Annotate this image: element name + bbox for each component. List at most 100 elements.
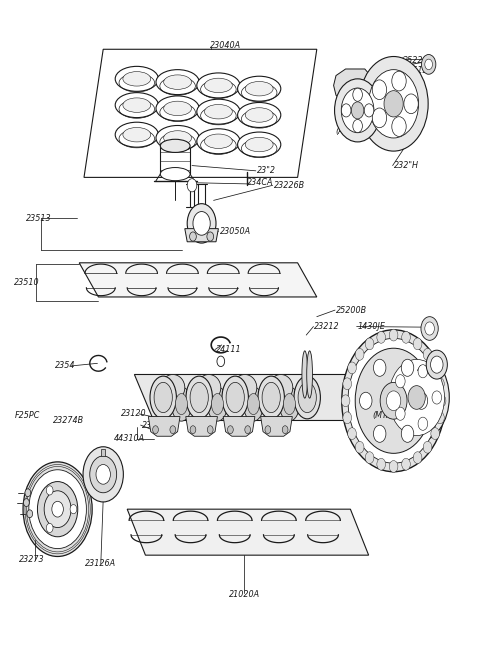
Polygon shape — [134, 374, 365, 420]
Polygon shape — [101, 449, 105, 456]
Text: 2354: 2354 — [55, 361, 76, 371]
Circle shape — [207, 426, 213, 434]
Circle shape — [404, 94, 418, 114]
Circle shape — [373, 425, 386, 442]
Polygon shape — [334, 69, 374, 104]
Circle shape — [372, 80, 387, 100]
Text: 23513: 23513 — [26, 214, 52, 223]
Circle shape — [207, 232, 214, 241]
Circle shape — [373, 359, 386, 376]
Circle shape — [372, 108, 387, 127]
Circle shape — [355, 348, 364, 360]
Ellipse shape — [164, 75, 192, 89]
Circle shape — [436, 412, 444, 424]
Ellipse shape — [248, 394, 259, 415]
Circle shape — [408, 386, 425, 409]
Circle shape — [353, 88, 362, 101]
Circle shape — [348, 338, 439, 463]
Text: 23040A: 23040A — [210, 41, 241, 51]
Ellipse shape — [123, 127, 151, 142]
Circle shape — [396, 374, 405, 388]
Ellipse shape — [123, 72, 151, 86]
Circle shape — [282, 426, 288, 434]
Text: 23212: 23212 — [314, 322, 340, 331]
Ellipse shape — [243, 387, 264, 421]
Circle shape — [413, 338, 422, 350]
Circle shape — [341, 104, 351, 117]
Ellipse shape — [164, 131, 192, 145]
Ellipse shape — [160, 168, 190, 181]
Circle shape — [402, 459, 410, 470]
Circle shape — [431, 428, 440, 440]
Circle shape — [265, 426, 271, 434]
Ellipse shape — [258, 376, 284, 419]
Text: 25513: 25513 — [403, 66, 429, 76]
Ellipse shape — [283, 394, 295, 415]
Circle shape — [52, 501, 63, 517]
Ellipse shape — [204, 104, 232, 119]
Circle shape — [348, 428, 356, 440]
Ellipse shape — [156, 96, 199, 121]
Circle shape — [355, 442, 364, 453]
Circle shape — [421, 55, 436, 74]
Ellipse shape — [161, 374, 185, 401]
Text: (MTA): (MTA) — [372, 411, 396, 420]
Circle shape — [193, 212, 210, 235]
Circle shape — [355, 348, 432, 453]
Circle shape — [389, 461, 398, 472]
Ellipse shape — [207, 387, 228, 421]
Text: 23274B: 23274B — [53, 416, 84, 425]
Text: 25226B: 25226B — [403, 56, 434, 65]
Circle shape — [413, 452, 422, 464]
Circle shape — [377, 459, 385, 470]
Ellipse shape — [204, 134, 232, 148]
Circle shape — [44, 491, 71, 528]
Circle shape — [343, 378, 351, 390]
Circle shape — [389, 359, 444, 436]
Ellipse shape — [164, 101, 192, 116]
Circle shape — [389, 329, 398, 341]
Ellipse shape — [123, 98, 151, 112]
Circle shape — [360, 392, 372, 409]
Text: 232"H: 232"H — [394, 161, 419, 170]
Text: 4323: 4323 — [417, 365, 437, 374]
Ellipse shape — [197, 73, 240, 98]
Circle shape — [437, 395, 446, 407]
Ellipse shape — [150, 376, 177, 419]
Ellipse shape — [211, 394, 223, 415]
Circle shape — [359, 57, 428, 151]
Ellipse shape — [115, 93, 158, 118]
Circle shape — [386, 391, 401, 411]
Circle shape — [90, 456, 117, 493]
Circle shape — [37, 482, 78, 537]
Circle shape — [228, 426, 233, 434]
Polygon shape — [127, 509, 369, 555]
Ellipse shape — [262, 382, 280, 413]
Circle shape — [421, 317, 438, 340]
Ellipse shape — [238, 76, 281, 101]
Ellipse shape — [302, 351, 308, 398]
Text: 1430JE: 1430JE — [358, 322, 385, 331]
Circle shape — [415, 392, 428, 409]
Circle shape — [401, 359, 414, 376]
Ellipse shape — [176, 394, 187, 415]
Ellipse shape — [115, 66, 158, 91]
Text: F25PC: F25PC — [14, 411, 40, 420]
Polygon shape — [148, 417, 180, 436]
Circle shape — [432, 391, 442, 404]
Ellipse shape — [154, 382, 172, 413]
Circle shape — [431, 356, 443, 373]
Text: 23126A: 23126A — [85, 559, 117, 568]
Circle shape — [153, 426, 158, 434]
Circle shape — [190, 232, 196, 241]
Circle shape — [342, 330, 445, 472]
Ellipse shape — [226, 382, 244, 413]
Circle shape — [187, 179, 197, 192]
Circle shape — [392, 71, 406, 91]
Text: 25200B: 25200B — [336, 306, 367, 315]
Circle shape — [96, 464, 110, 484]
Ellipse shape — [238, 132, 281, 157]
Circle shape — [380, 382, 407, 419]
Ellipse shape — [197, 374, 221, 401]
Circle shape — [418, 365, 428, 378]
